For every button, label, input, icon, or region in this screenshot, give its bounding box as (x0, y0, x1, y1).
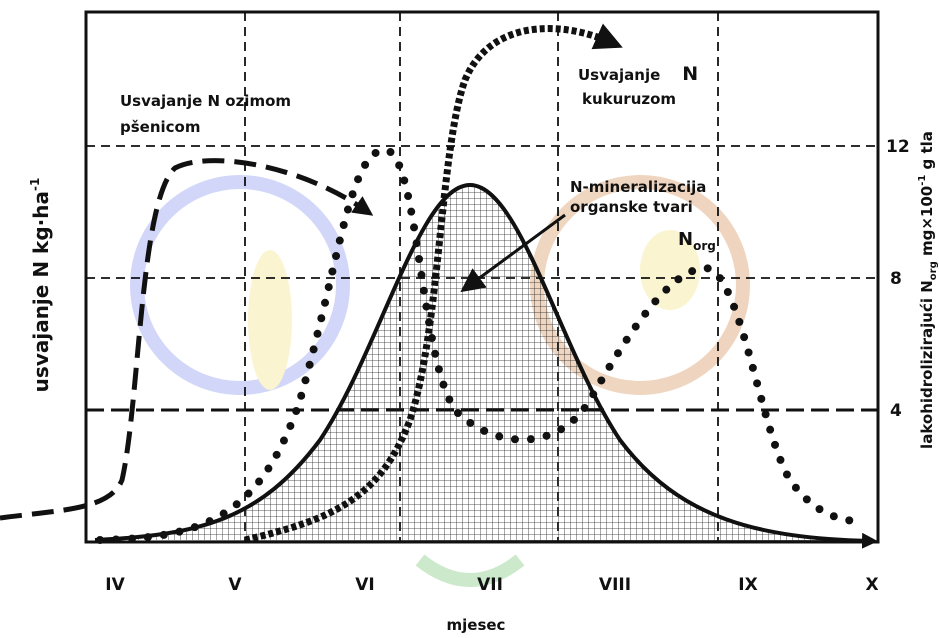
background-logo (130, 175, 750, 587)
y-tick-label: 4 (890, 401, 902, 421)
y-left-label: usvajanje N kg·ha-1 (28, 178, 53, 393)
y-tick-label: 8 (890, 269, 902, 289)
x-tick-label: V (228, 575, 242, 595)
norg-label: Norg (678, 229, 716, 253)
maize-label: Usvajanje N (578, 63, 698, 85)
x-tick-label: VIII (599, 575, 631, 595)
mineralization-curve (94, 182, 878, 549)
x-tick-label: IX (738, 575, 757, 595)
x-axis-label: mjesec (447, 616, 506, 634)
wheat-label: Usvajanje N ozimom (120, 92, 291, 110)
x-tick-label: VII (477, 575, 503, 595)
annotation-arrow (460, 213, 566, 293)
y-right-label: lakohidrolizirajući Norg mg×100-1 g tla (917, 131, 939, 449)
maize-label: kukuruzom (582, 90, 676, 108)
mineralization-label: N-mineralizacija (570, 178, 706, 196)
y-tick-label: 12 (886, 137, 910, 157)
maize-uptake (244, 23, 623, 544)
x-tick-label: IV (105, 575, 125, 595)
x-tick-label: X (865, 575, 878, 595)
wheat-label: pšenicom (120, 118, 201, 136)
plot-frame (84, 10, 880, 544)
wheat-uptake (0, 158, 374, 521)
x-tick-label: VI (355, 575, 374, 595)
mineralization-label: organske tvari (570, 198, 693, 216)
x-ticks: IV V VI VII VIII IX X (105, 575, 878, 595)
